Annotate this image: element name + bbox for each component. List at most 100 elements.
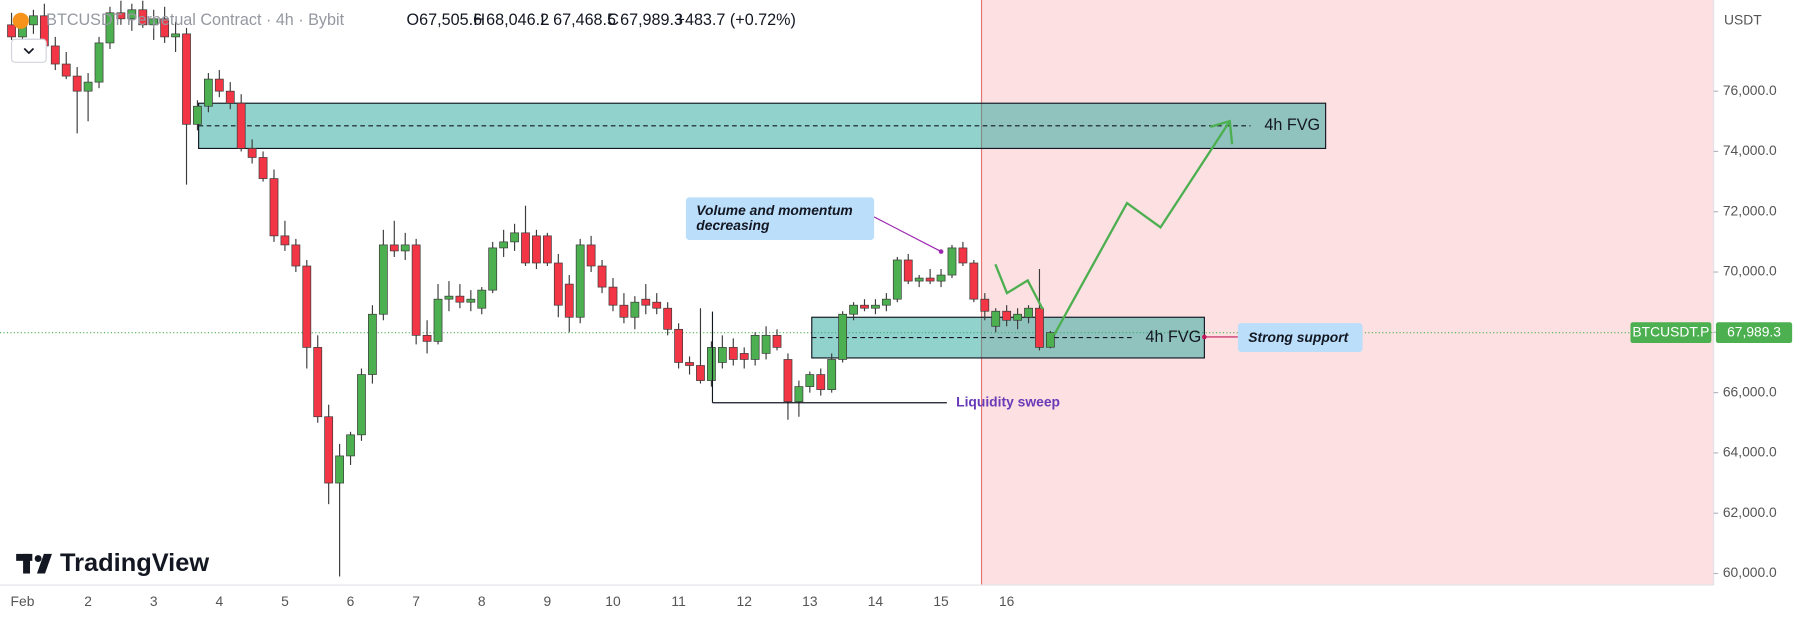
candle-body [61, 63, 71, 77]
ohlc-key: H [473, 11, 485, 29]
support-dot [1202, 334, 1207, 340]
symbol-tag-text: BTCUSDT.P [1632, 323, 1709, 339]
callout-text: decreasing [696, 217, 770, 233]
candle-body [50, 45, 60, 65]
callout-dot [938, 249, 944, 254]
candle-body [630, 301, 640, 318]
x-tick-label: 2 [84, 593, 92, 609]
candle-body [160, 18, 170, 38]
candle-body [477, 289, 487, 309]
logo-shape [23, 553, 31, 574]
candle-body [105, 12, 115, 44]
candle-body [1046, 332, 1055, 348]
ohlc-key: L [540, 11, 549, 29]
brand-logo [16, 553, 52, 574]
candle-body [816, 374, 826, 390]
candle-body [674, 328, 683, 363]
chevron [23, 47, 35, 55]
y-tick-label: 70,000.0 [1723, 263, 1777, 279]
candle-body [389, 244, 399, 252]
ohlc-value: 67,468.5 [553, 11, 616, 29]
brand-name: TradingView [60, 549, 209, 577]
candle-body [357, 374, 366, 436]
y-tick-label: 76,000.0 [1723, 82, 1777, 98]
callout-box [685, 197, 875, 241]
x-tick-label: 13 [802, 593, 818, 609]
candle-body [225, 90, 235, 104]
price-tag [1715, 322, 1793, 344]
y-tick-label: 62,000.0 [1723, 504, 1777, 520]
x-tick-label: 15 [933, 593, 949, 609]
candle-body [1013, 313, 1022, 321]
x-tick-label: 16 [999, 593, 1015, 609]
candle-body [510, 232, 519, 243]
candle-body [335, 455, 344, 484]
candle-body [881, 298, 891, 306]
candle-body [542, 235, 552, 264]
candle-body [696, 365, 705, 381]
candle-body [553, 262, 563, 306]
y-tick-label: 72,000.0 [1723, 202, 1777, 218]
candle-body [346, 434, 355, 457]
x-tick-label: 5 [281, 593, 289, 609]
candle-body [116, 12, 126, 20]
candle-body [302, 265, 312, 348]
fvg-label: 4h FVG [1264, 116, 1320, 134]
y-tick-label: 64,000.0 [1723, 444, 1777, 460]
candle-body [783, 359, 793, 403]
candle-body [1035, 307, 1044, 348]
candle-body [641, 298, 651, 306]
candle-body [597, 265, 607, 288]
candle-body [455, 295, 465, 303]
candle-body [138, 9, 148, 26]
x-tick-label: 3 [150, 593, 158, 609]
candle-body [29, 15, 38, 26]
projection-arrowhead [1209, 119, 1234, 145]
candle-body [422, 334, 432, 342]
candle-body [127, 9, 137, 20]
candle-body [488, 247, 498, 291]
callout-text: Volume and momentum [696, 202, 852, 218]
candle-body [72, 75, 82, 92]
candle-body [860, 304, 869, 309]
candle-body [914, 277, 924, 282]
candle-body [324, 416, 334, 484]
candle-body [236, 102, 246, 149]
candle-body [969, 262, 979, 300]
candle-body [717, 347, 727, 363]
ohlc-value: 68,046.2 [486, 11, 549, 29]
change-text: +483.7 (+0.72%) [676, 11, 796, 29]
axis-layer: 60,000.062,000.064,000.066,000.068,000.0… [11, 82, 1793, 609]
ohlc-value: 67,505.6 [419, 11, 482, 29]
symbol-title: BTCUSDT Perpetual Contract · 4h · Bybit [46, 11, 344, 29]
candle-body [685, 362, 694, 366]
candle-body [171, 33, 180, 38]
symbol-icon [12, 12, 29, 29]
candle-body [575, 244, 585, 318]
candle-body [652, 301, 662, 309]
candle-body [849, 304, 858, 315]
candle-body [214, 78, 224, 92]
candle-body [871, 304, 880, 309]
candle-body [149, 18, 159, 26]
candle-body [269, 178, 279, 237]
logo-shape [34, 555, 42, 562]
candle-body [499, 241, 509, 249]
candle-body [608, 286, 618, 306]
candle-body [291, 244, 301, 267]
x-tick-label: Feb [11, 593, 35, 609]
liquidity-label: Liquidity sweep [956, 393, 1060, 409]
candle-body [827, 359, 837, 390]
candle-body [400, 244, 410, 252]
x-tick-label: 4 [215, 593, 223, 609]
y-tick-label: 60,000.0 [1723, 564, 1777, 580]
candle-body [586, 244, 596, 267]
candle-body [805, 374, 815, 387]
candle-body [258, 157, 268, 179]
candle-body [466, 298, 476, 303]
x-tick-label: 8 [478, 593, 486, 609]
projection-path-small [994, 263, 1044, 310]
collapse-button[interactable] [10, 38, 47, 63]
candle-body [892, 259, 902, 300]
